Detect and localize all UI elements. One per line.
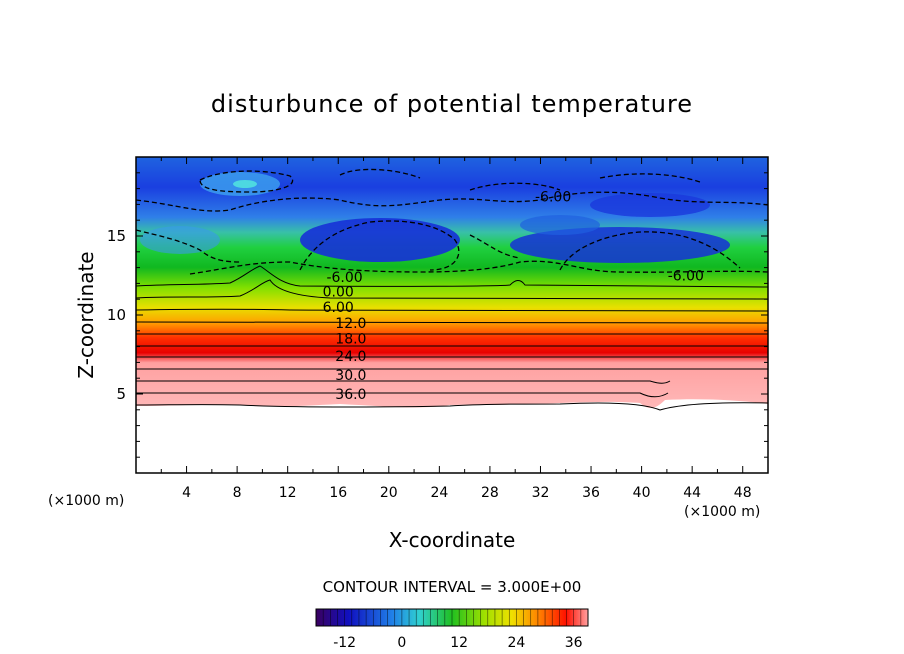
x-tick-label: 36 (582, 485, 600, 501)
colorbar-ticks: -12 0 12 24 36 (333, 635, 582, 651)
x-tick-label: 8 (233, 485, 242, 501)
x-tick-label: 28 (481, 485, 499, 501)
contour-label: 30.0 (335, 368, 366, 384)
colorbar-tick-label: 0 (397, 635, 406, 651)
x-tick-label: 4 (182, 485, 191, 501)
x-tick-label: 24 (430, 485, 448, 501)
x-unit-left: (×1000 m) (48, 493, 124, 509)
colorbar-tick-label: 12 (450, 635, 468, 651)
contour-label: 36.0 (335, 387, 366, 403)
y-tick-label: 5 (116, 385, 126, 403)
x-tick-label: 16 (329, 485, 347, 501)
x-unit-right: (×1000 m) (684, 504, 760, 520)
contour-label: 18.0 (335, 332, 366, 348)
x-axis-ticks: 4 8 12 16 20 24 28 32 36 40 44 48 (160, 157, 752, 501)
contour-label: -6.00 (535, 190, 571, 206)
contour-labels: -6.00-6.00-6.000.006.0012.018.024.030.03… (323, 190, 704, 404)
colorbar-tick-label: 24 (508, 635, 526, 651)
x-tick-label: 40 (633, 485, 651, 501)
colorbar-tick-label: -12 (333, 635, 356, 651)
contour-label: -6.00 (326, 270, 362, 286)
y-tick-label: 15 (107, 227, 126, 245)
x-tick-label: 12 (279, 485, 297, 501)
contour-label: 0.00 (323, 284, 354, 300)
contour-label: 6.00 (323, 300, 354, 316)
contour-interval: CONTOUR INTERVAL = 3.000E+00 (323, 578, 582, 596)
plot-area (136, 157, 768, 411)
x-axis-label: X-coordinate (389, 528, 516, 552)
contour-label: 24.0 (335, 349, 366, 365)
dashed-contours (136, 168, 768, 275)
colorbar-divisions (322, 609, 582, 626)
y-tick-label: 10 (107, 306, 126, 324)
chart-title: disturbunce of potential temperature (211, 90, 693, 118)
x-tick-label: 44 (683, 485, 701, 501)
x-tick-label: 48 (734, 485, 752, 501)
contour-label: -6.00 (668, 269, 704, 285)
cold-anomalies (140, 172, 730, 263)
x-tick-label: 20 (380, 485, 398, 501)
x-tick-label: 32 (532, 485, 550, 501)
colorbar-tick-label: 36 (565, 635, 583, 651)
y-axis-label: Z-coordinate (74, 251, 98, 378)
contour-label: 12.0 (335, 316, 366, 332)
temperature-field (136, 157, 768, 408)
y-axis-ticks: 5 10 15 (107, 172, 768, 458)
